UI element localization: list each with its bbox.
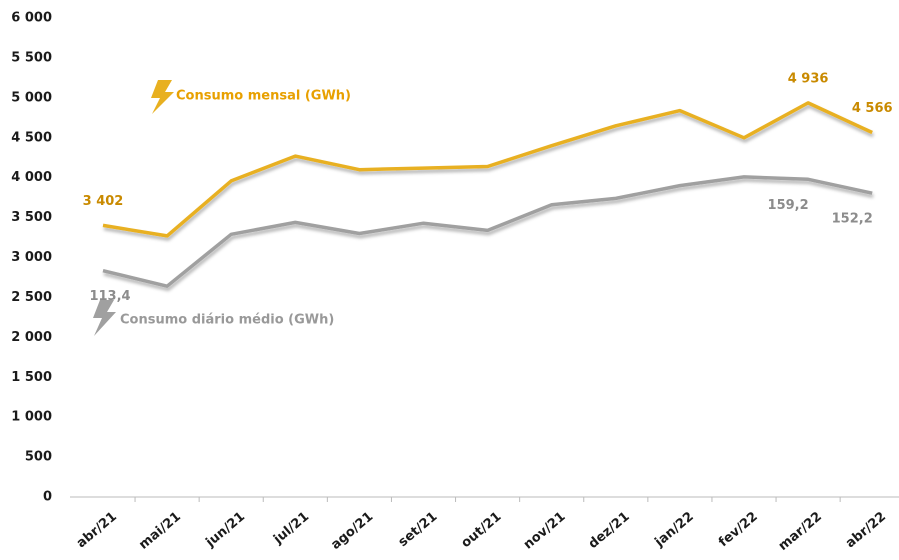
x-tick-label: jul/21: [270, 509, 312, 547]
x-tick-label: set/21: [396, 509, 441, 550]
x-tick-label: abr/22: [843, 509, 889, 551]
x-tick-label: mai/21: [136, 509, 184, 552]
x-tick-label: jun/21: [203, 509, 249, 551]
y-tick-label: 2 000: [11, 330, 52, 345]
legend-label: Consumo mensal (GWh): [176, 89, 351, 104]
y-tick-label: 3 000: [11, 250, 52, 265]
x-tick-label: jan/22: [652, 509, 697, 550]
x-tick-label: out/21: [459, 509, 505, 551]
y-tick-label: 1 500: [11, 370, 52, 385]
series-line: [102, 175, 873, 288]
x-tick-label: ago/21: [328, 509, 376, 553]
series-line: [102, 101, 873, 238]
data-label: 113,4: [89, 289, 130, 304]
data-label: 159,2: [768, 198, 809, 213]
x-tick-label: fev/22: [716, 509, 761, 550]
y-tick-label: 1 000: [11, 410, 52, 425]
y-tick-label: 4 000: [11, 170, 52, 185]
x-tick-label: abr/21: [74, 509, 120, 551]
y-tick-label: 2 500: [11, 290, 52, 305]
y-tick-label: 5 500: [11, 50, 52, 65]
data-label: 4 566: [852, 101, 893, 116]
y-tick-label: 5 000: [11, 90, 52, 105]
legend-icon: [93, 300, 116, 336]
legend-label: Consumo diário médio (GWh): [120, 313, 334, 328]
data-label: 152,2: [832, 212, 873, 227]
data-label: 3 402: [83, 194, 124, 209]
y-tick-label: 4 500: [11, 130, 52, 145]
y-tick-label: 0: [43, 490, 52, 505]
y-tick-label: 6 000: [11, 11, 52, 26]
x-tick-label: dez/21: [586, 509, 633, 552]
y-tick-label: 500: [25, 450, 52, 465]
x-tick-label: nov/21: [521, 509, 569, 552]
legend-icon: [151, 80, 174, 114]
y-tick-label: 3 500: [11, 210, 52, 225]
data-label: 4 936: [788, 71, 829, 86]
x-tick-label: mar/22: [776, 509, 825, 554]
